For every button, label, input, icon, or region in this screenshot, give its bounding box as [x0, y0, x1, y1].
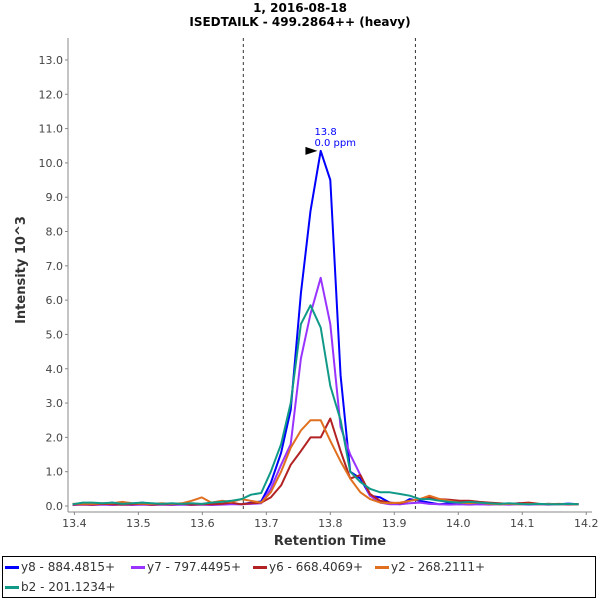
series-line-b2 — [72, 304, 579, 506]
legend-label: y7 - 797.4495+ — [147, 560, 242, 574]
y-tick-label: 6.0 — [46, 294, 64, 307]
peak-annotation-ppm: 0.0 ppm — [314, 138, 356, 149]
chart-title: 1, 2016-08-18 — [253, 1, 347, 15]
legend-item: y6 - 668.4069+ — [253, 560, 363, 574]
x-tick-label: 13.7 — [254, 517, 279, 530]
plot-area: Retention Time Intensity 10^3 13.4 13.5 13… — [14, 38, 599, 549]
peak-annotation-rt: 13.8 — [314, 127, 336, 138]
legend-item: y7 - 797.4495+ — [131, 560, 241, 574]
legend-label: y8 - 884.4815+ — [21, 560, 116, 574]
peak-arrow-icon — [305, 146, 318, 155]
y-tick-label: 12.0 — [39, 88, 64, 101]
y-tick-label: 1.0 — [46, 466, 64, 479]
y-tick-label: 11.0 — [39, 123, 64, 136]
y-tick-label: 4.0 — [46, 363, 64, 376]
x-axis-label: Retention Time — [274, 534, 386, 549]
legend-swatch — [131, 565, 145, 569]
legend-swatch — [375, 565, 389, 569]
x-tick-label: 13.5 — [126, 517, 151, 530]
legend-item: b2 - 201.1234+ — [5, 580, 116, 594]
y-tick-label: 9.0 — [46, 191, 64, 204]
chart-subtitle: ISEDTAILK - 499.2864++ (heavy) — [189, 15, 411, 29]
y-tick-label: 0.0 — [46, 500, 64, 513]
y-tick-label: 5.0 — [46, 328, 64, 341]
x-tick-label: 13.4 — [62, 517, 87, 530]
y-tick-label: 3.0 — [46, 397, 64, 410]
legend-item: y2 - 268.2111+ — [375, 560, 485, 574]
legend-swatch — [5, 585, 19, 589]
legend: y8 - 884.4815+ y7 - 797.4495+ y6 - 668.406… — [2, 556, 596, 598]
x-tick-label: 13.9 — [382, 517, 407, 530]
y-axis-label: Intensity 10^3 — [14, 216, 29, 324]
legend-label: y2 - 268.2111+ — [391, 560, 486, 574]
x-tick-label: 13.8 — [318, 517, 343, 530]
legend-item: y8 - 884.4815+ — [5, 560, 115, 574]
x-tick-label: 14.1 — [510, 517, 535, 530]
y-tick-label: 2.0 — [46, 431, 64, 444]
legend-swatch — [253, 565, 267, 569]
legend-label: y6 - 668.4069+ — [269, 560, 364, 574]
x-tick-label: 13.6 — [190, 517, 215, 530]
y-tick-label: 10.0 — [39, 157, 64, 170]
legend-label: b2 - 201.1234+ — [21, 580, 116, 594]
x-tick-label: 14.0 — [446, 517, 471, 530]
y-tick-label: 7.0 — [46, 260, 64, 273]
plot-background — [68, 38, 592, 512]
y-tick-label: 8.0 — [46, 226, 64, 239]
legend-swatch — [5, 565, 19, 569]
x-tick-label: 14.2 — [574, 517, 599, 530]
y-tick-label: 13.0 — [39, 54, 64, 67]
